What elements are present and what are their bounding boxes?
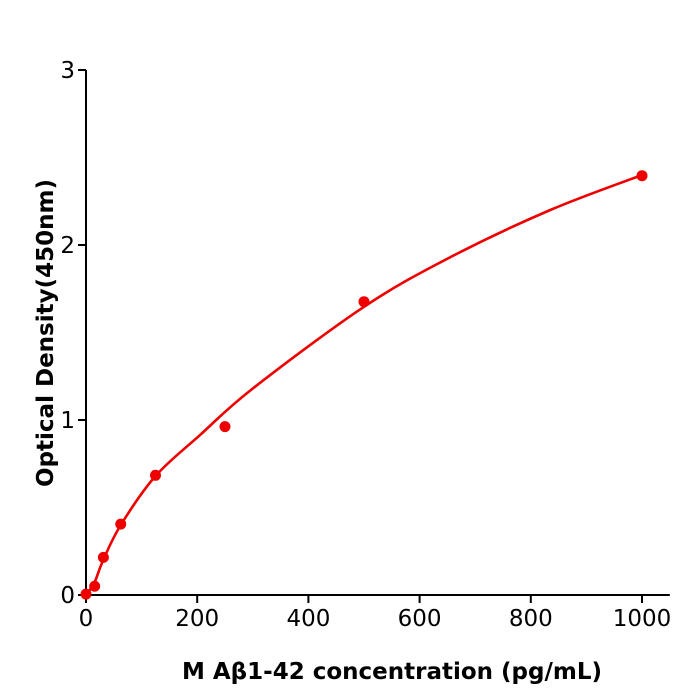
data-point — [80, 588, 92, 600]
y-tick-label: 3 — [60, 58, 75, 84]
x-axis-label: M Aβ1-42 concentration (pg/mL) — [182, 659, 602, 685]
x-tick-label: 400 — [286, 606, 330, 632]
y-axis-label: Optical Density(450nm) — [33, 179, 59, 487]
data-point — [219, 421, 231, 433]
x-tick-label: 200 — [175, 606, 219, 632]
y-tick-label: 1 — [60, 408, 75, 434]
x-tick-label: 600 — [398, 606, 442, 632]
data-point — [89, 580, 101, 592]
data-points — [80, 170, 648, 600]
y-tick-label: 0 — [60, 583, 75, 609]
data-point — [97, 551, 109, 563]
x-tick-labels: 0 200 400 600 800 1000 — [79, 606, 672, 632]
y-tick-labels: 0 1 2 3 — [60, 58, 75, 609]
fit-curve — [84, 173, 643, 596]
axes — [78, 69, 670, 603]
data-point — [636, 170, 648, 182]
data-point — [150, 469, 161, 481]
data-point — [115, 518, 127, 530]
y-tick-label: 2 — [60, 233, 75, 259]
data-point — [358, 296, 370, 308]
x-tick-label: 1000 — [613, 606, 672, 632]
x-tick-label: 800 — [509, 606, 553, 632]
x-tick-label: 0 — [79, 606, 94, 632]
